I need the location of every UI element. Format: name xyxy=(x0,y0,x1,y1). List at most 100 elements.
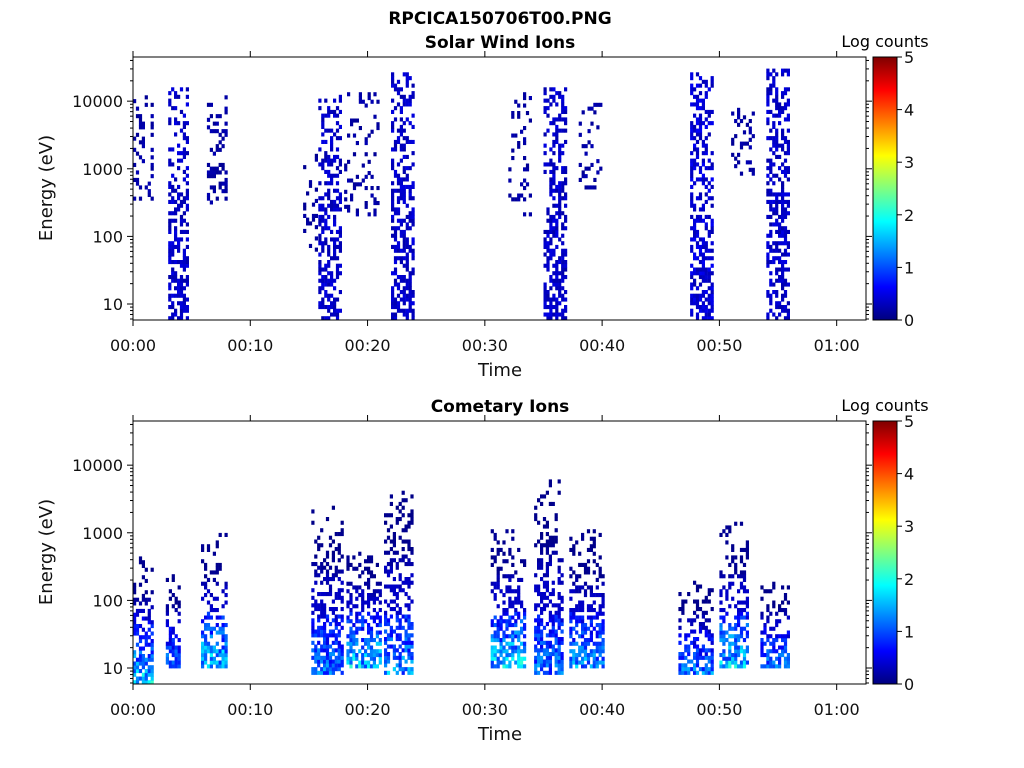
heatmap-cell xyxy=(693,637,697,642)
heatmap-cell xyxy=(766,638,770,643)
heatmap-cell xyxy=(327,263,331,268)
heatmap-cell xyxy=(165,608,169,613)
heatmap-cell xyxy=(393,278,398,283)
heatmap-cell xyxy=(325,659,330,664)
heatmap-cell xyxy=(693,94,697,99)
heatmap-cell xyxy=(511,133,515,138)
heatmap-cell xyxy=(578,645,582,650)
heatmap-cell xyxy=(719,600,723,605)
heatmap-cell xyxy=(511,623,515,628)
heatmap-cell xyxy=(318,233,322,238)
heatmap-cell xyxy=(687,667,691,672)
heatmap-cell xyxy=(695,94,700,99)
heatmap-cell xyxy=(392,577,396,582)
heatmap-cell xyxy=(766,589,770,594)
heatmap-cell xyxy=(690,128,694,133)
heatmap-cell xyxy=(171,316,175,321)
heatmap-cell xyxy=(595,630,599,635)
heatmap-cell xyxy=(328,667,333,672)
y-tick-label: 1000 xyxy=(82,524,123,543)
heatmap-cell xyxy=(346,555,350,560)
heatmap-cell xyxy=(318,278,322,283)
heatmap-cell xyxy=(561,143,565,148)
heatmap-cell xyxy=(775,106,779,111)
heatmap-cell xyxy=(595,585,599,590)
heatmap-cell xyxy=(786,229,790,234)
heatmap-cell xyxy=(695,106,700,111)
heatmap-cell xyxy=(598,645,602,650)
heatmap-cell xyxy=(364,186,368,191)
heatmap-cell xyxy=(693,663,697,668)
heatmap-cell xyxy=(372,600,376,605)
heatmap-cell xyxy=(690,83,694,88)
heatmap-cell xyxy=(511,615,515,620)
heatmap-cell xyxy=(393,226,398,231)
heatmap-cell xyxy=(333,218,337,223)
heatmap-cell xyxy=(601,593,605,598)
heatmap-cell xyxy=(778,106,782,111)
heatmap-cell xyxy=(396,91,401,96)
heatmap-cell xyxy=(592,559,596,564)
heatmap-cell xyxy=(578,634,582,639)
heatmap-cell xyxy=(144,631,148,636)
heatmap-cell xyxy=(138,624,143,629)
heatmap-cell xyxy=(384,513,388,518)
heatmap-cell xyxy=(171,211,175,216)
heatmap-cell xyxy=(318,237,322,242)
heatmap-cell xyxy=(589,536,593,541)
heatmap-cell xyxy=(401,614,405,619)
heatmap-cell xyxy=(781,72,785,77)
heatmap-cell xyxy=(324,113,328,118)
heatmap-cell xyxy=(525,182,530,187)
heatmap-cell xyxy=(549,188,553,193)
heatmap-cell xyxy=(496,664,500,669)
heatmap-cell xyxy=(405,139,409,144)
heatmap-cell xyxy=(707,233,711,238)
heatmap-cell xyxy=(182,169,186,174)
heatmap-cell xyxy=(396,275,401,280)
heatmap-cell xyxy=(760,630,764,635)
heatmap-cell xyxy=(586,653,591,658)
heatmap-cell xyxy=(549,121,553,126)
heatmap-cell xyxy=(328,633,333,638)
heatmap-cell xyxy=(333,109,337,114)
heatmap-cell xyxy=(728,529,732,534)
heatmap-cell xyxy=(710,316,714,321)
heatmap-cell xyxy=(147,612,151,617)
heatmap-cell xyxy=(572,611,576,616)
heatmap-cell xyxy=(384,655,388,660)
heatmap-cell xyxy=(179,286,184,291)
heatmap-cell xyxy=(338,196,342,201)
heatmap-cell xyxy=(766,166,770,171)
heatmap-cell xyxy=(135,627,140,632)
heatmap-cell xyxy=(564,121,568,126)
heatmap-cell xyxy=(523,649,527,654)
heatmap-cell xyxy=(775,278,779,283)
heatmap-cell xyxy=(367,133,371,138)
heatmap-cell xyxy=(701,139,705,144)
heatmap-cell xyxy=(543,132,547,137)
heatmap-cell xyxy=(552,196,556,201)
heatmap-cell xyxy=(739,630,744,635)
heatmap-cell xyxy=(678,625,682,630)
heatmap-cell xyxy=(334,659,338,664)
heatmap-cell xyxy=(549,226,553,231)
heatmap-cell xyxy=(783,68,788,73)
heatmap-cell xyxy=(407,644,411,649)
heatmap-cell xyxy=(408,286,412,291)
heatmap-cell xyxy=(402,293,406,298)
heatmap-cell xyxy=(135,597,140,602)
heatmap-cell xyxy=(393,211,398,216)
heatmap-cell xyxy=(742,130,747,135)
heatmap-cell xyxy=(306,217,310,222)
heatmap-cell xyxy=(490,649,494,654)
heatmap-cell xyxy=(334,625,338,630)
heatmap-cell xyxy=(783,139,788,144)
heatmap-cell xyxy=(133,661,137,666)
cometary-plot-frame xyxy=(132,420,867,685)
heatmap-cell xyxy=(333,154,337,159)
heatmap-cell xyxy=(710,76,714,81)
heatmap-cell xyxy=(168,121,172,126)
heatmap-cell xyxy=(333,256,337,261)
